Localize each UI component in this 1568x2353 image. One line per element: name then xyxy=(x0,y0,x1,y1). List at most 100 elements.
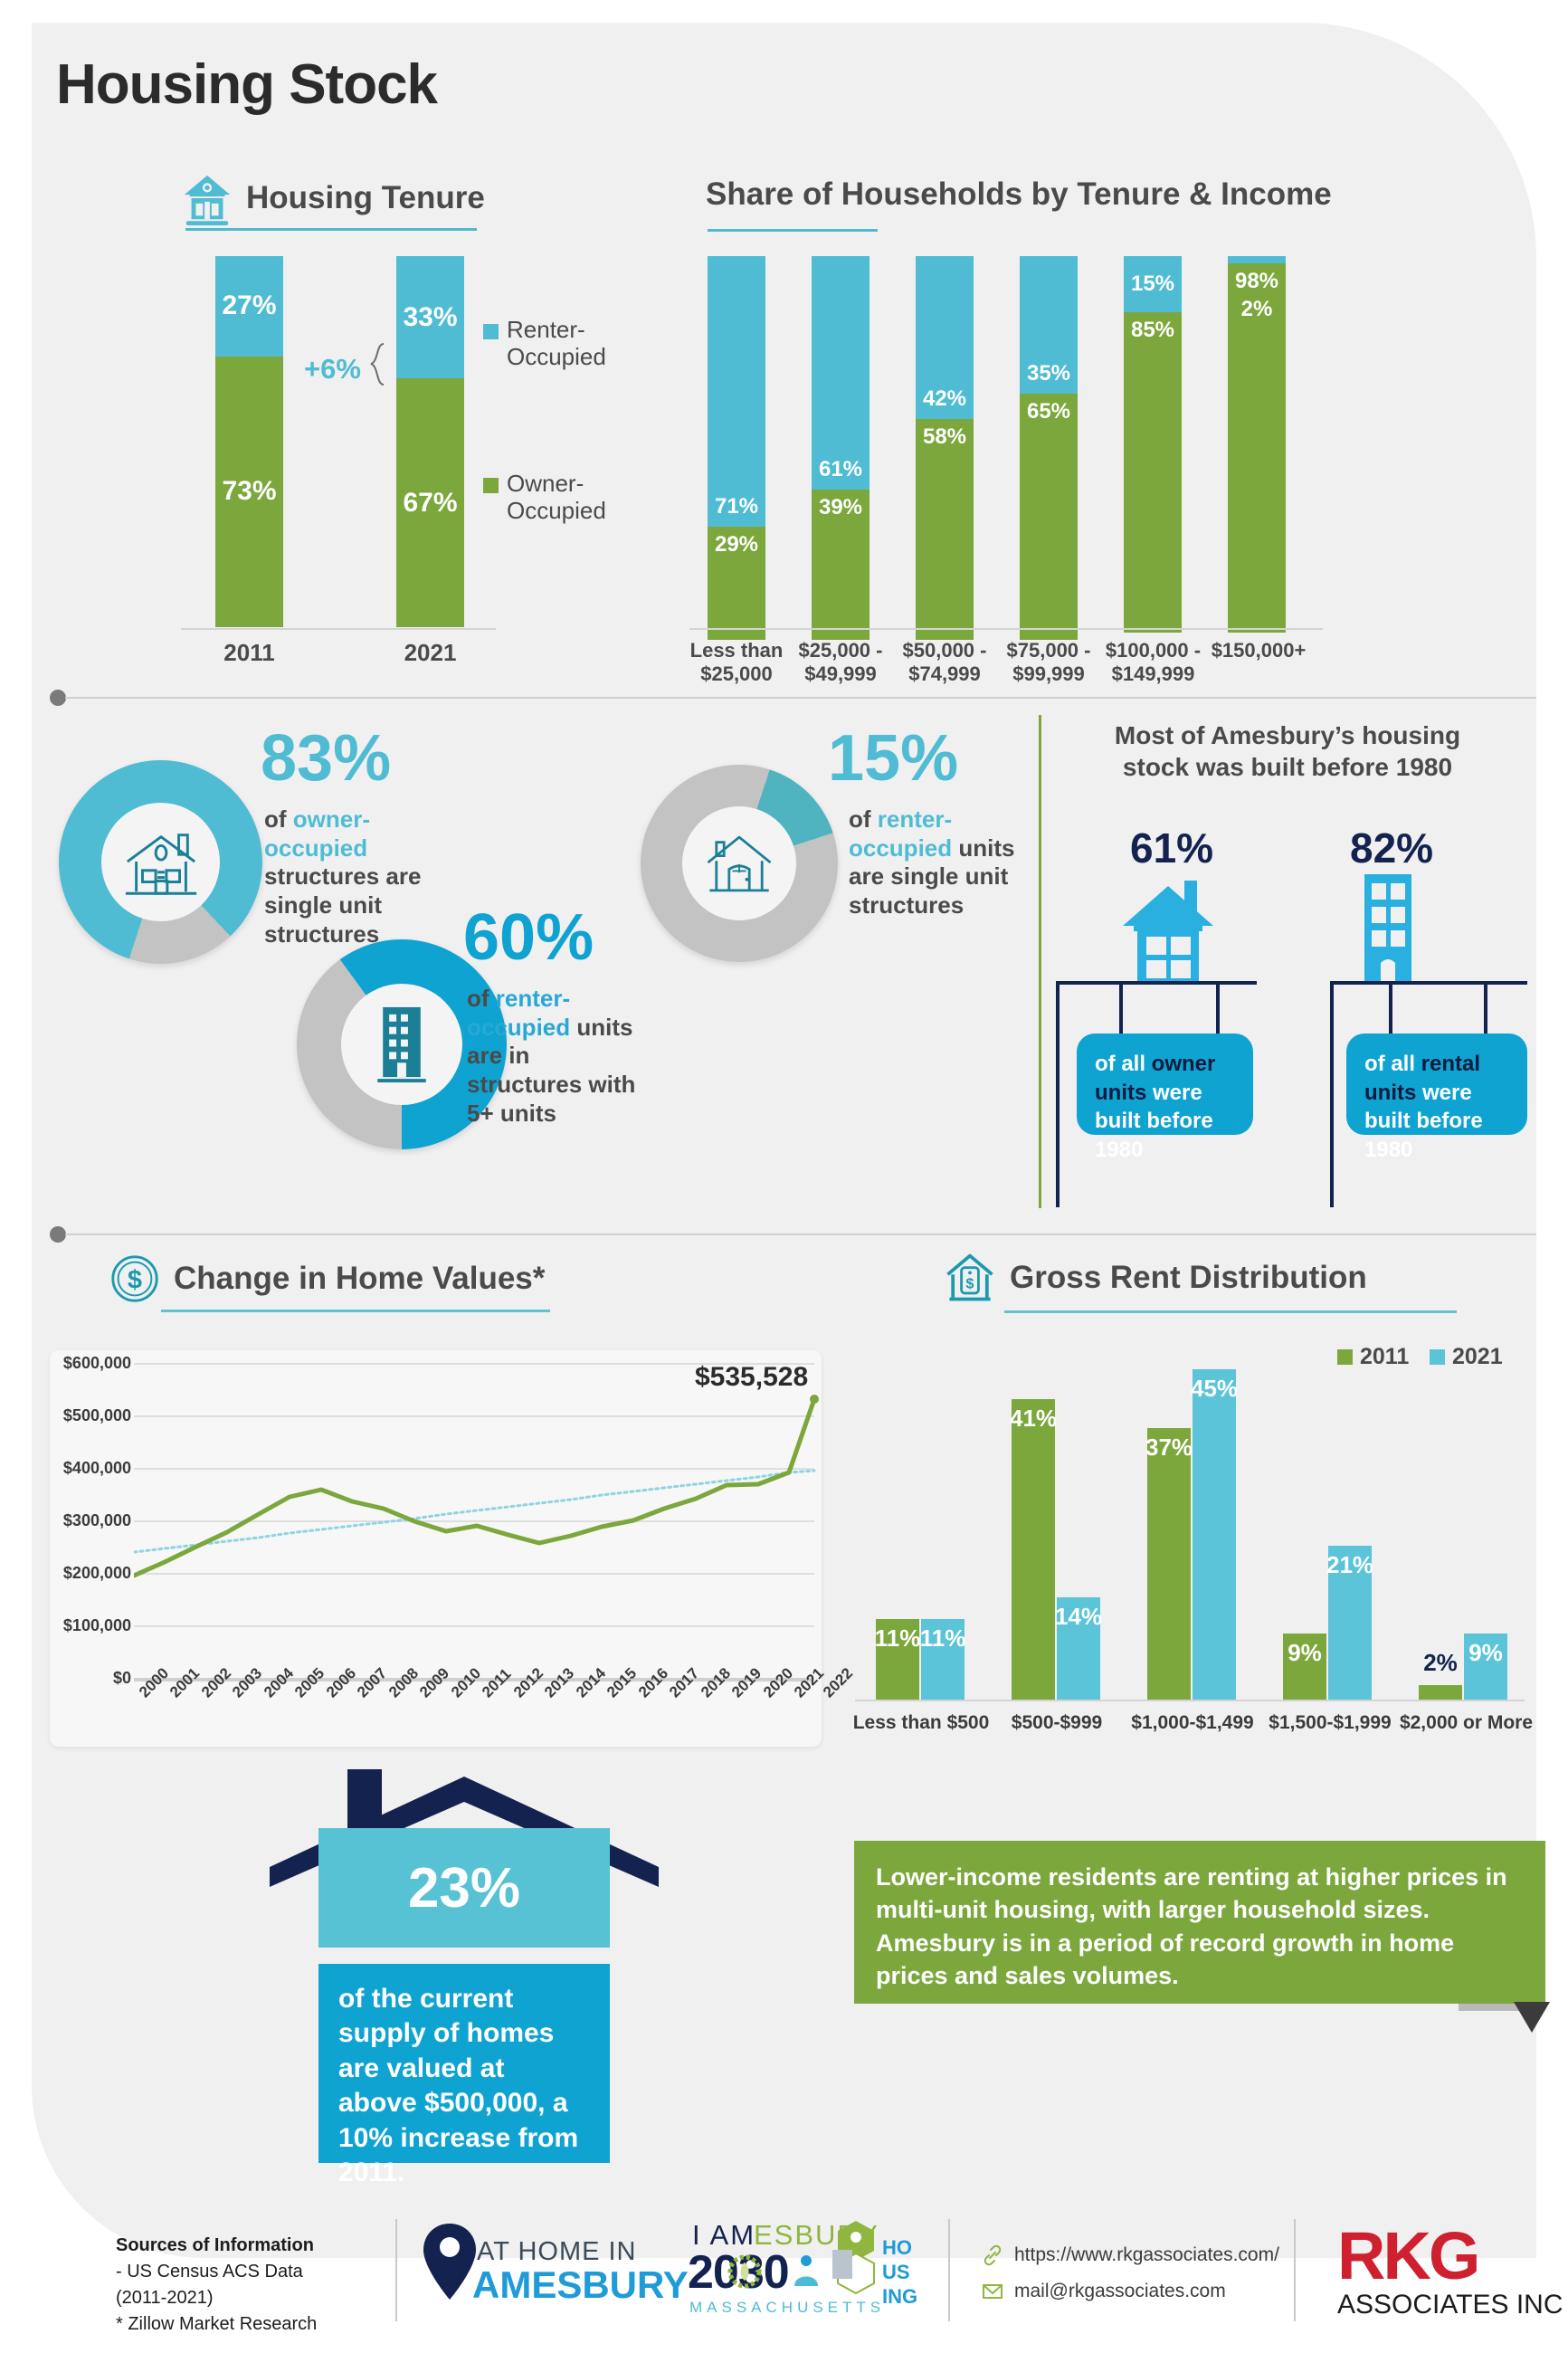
footer-website-row[interactable]: https://www.rkgassociates.com/ xyxy=(982,2244,1279,2266)
legend-label-2011: 2011 xyxy=(1360,1344,1410,1369)
income-xlabel-5: $150,000+ xyxy=(1211,639,1307,662)
rent-bar-2011-4 xyxy=(1419,1685,1462,1700)
svg-text:$: $ xyxy=(128,1266,142,1295)
ylabel-500k: $500,000 xyxy=(62,1406,131,1424)
rent-xlabel-2: $1,000-$1,499 xyxy=(1131,1712,1254,1733)
home-values-rule xyxy=(161,1310,550,1312)
house-outline-icon xyxy=(125,833,196,895)
mail-icon xyxy=(983,2284,1003,2299)
supply-callout-text: of the current supply of homes are value… xyxy=(318,1964,610,2187)
section-sep-2 xyxy=(65,1234,1536,1235)
page-title: Housing Stock xyxy=(56,53,438,116)
rent-xlabel-1: $500-$999 xyxy=(1011,1712,1103,1733)
gridline-500k xyxy=(134,1415,814,1417)
stat-renter-single-value: 15% xyxy=(828,722,959,795)
income-bar-5-owner: 98% xyxy=(1228,263,1286,633)
footer-sources-title: Sources of Information xyxy=(116,2235,314,2255)
stat-renter-multi-caption: of renter-occupied units are in structur… xyxy=(467,985,636,1127)
logo-rkg-sub: ASSOCIATES INC xyxy=(1337,2290,1563,2320)
rent-bar-2021-1-label: 14% xyxy=(1055,1597,1102,1700)
ylabel-300k: $300,000 xyxy=(62,1511,131,1529)
rent-bar-2011-2-label: 37% xyxy=(1145,1428,1193,1700)
small-house-icon xyxy=(707,835,772,892)
tenure-xlabel-2011: 2011 xyxy=(223,639,275,666)
brace-icon xyxy=(370,343,385,386)
tenure-bar-2011: 27% 73% xyxy=(215,256,283,627)
income-bar-4: 15% 85% xyxy=(1124,256,1182,633)
rent-xlabel-0: Less than $500 xyxy=(852,1712,990,1733)
logo-at-home-top: AT HOME IN xyxy=(477,2237,637,2266)
rent-bar-2011-0: 11% xyxy=(875,1619,920,1700)
donut-owner-single xyxy=(59,760,262,964)
tenure-legend-renter: Renter- Occupied xyxy=(483,316,642,371)
svg-text:$: $ xyxy=(966,1276,974,1291)
gear-leaf-icon xyxy=(727,2254,762,2289)
footer-divider-2 xyxy=(948,2219,950,2321)
income-bar-1-owner: 39% xyxy=(812,490,870,640)
built-before-value-1: 82% xyxy=(1350,824,1434,872)
bracket-stem-a-1 xyxy=(1389,981,1392,1034)
income-bar-0-owner: 29% xyxy=(708,527,765,640)
gridline-400k xyxy=(134,1468,814,1470)
tenure-axis xyxy=(181,628,496,630)
logo-rkg: RKG xyxy=(1337,2218,1480,2293)
rent-bar-2021-0: 11% xyxy=(920,1619,965,1700)
income-bar-1-renter: 61% xyxy=(812,256,870,491)
gridline-100k xyxy=(134,1625,814,1627)
logo-at-home-bottom: AMESBURY xyxy=(472,2263,689,2306)
rent-xlabel-4: $2,000 or More xyxy=(1399,1712,1534,1733)
ylabel-100k: $100,000 xyxy=(62,1616,131,1634)
gross-rent-rule xyxy=(1004,1310,1457,1313)
income-bar-4-owner: 85% xyxy=(1124,311,1182,633)
legend-swatch-renter-icon xyxy=(483,324,499,339)
home-values-title: Change in Home Values* xyxy=(174,1261,546,1296)
built-before-value-0: 61% xyxy=(1130,824,1214,872)
income-bar-2-renter: 42% xyxy=(916,256,974,420)
rent-bar-2011-4-fill xyxy=(1419,1685,1462,1700)
donut-renter-multi-hole xyxy=(341,984,462,1105)
income-bar-4-renter: 15% xyxy=(1124,256,1182,312)
rent-xlabel-3: $1,500-$1,999 xyxy=(1269,1712,1392,1733)
people-icon xyxy=(794,2255,818,2286)
logo-massachusetts: MASSACHUSETTS xyxy=(689,2299,886,2316)
income-bar-2: 42% 58% xyxy=(916,256,974,640)
stat-owner-single-value: 83% xyxy=(261,722,392,795)
donut-owner-hole xyxy=(101,803,220,921)
section-dot-1 xyxy=(50,690,66,706)
bracket-top-0 xyxy=(1056,981,1257,985)
legend-label-2021: 2021 xyxy=(1452,1344,1503,1369)
ylabel-0: $0 xyxy=(112,1669,131,1687)
income-xlabel-4: $100,000 - $149,999 xyxy=(1105,639,1202,686)
rent-bar-2021-3: 21% xyxy=(1326,1546,1373,1700)
tenure-2021-renter: 33% xyxy=(396,256,464,379)
built-before-bubble-0: of all owner units were built before 198… xyxy=(1077,1034,1253,1162)
supply-callout-value: 23% xyxy=(318,1828,610,1948)
income-bar-5-renter-label: 2% xyxy=(1240,297,1273,321)
legend-swatch-2011-icon xyxy=(1337,1349,1353,1365)
logo-housing-3: ING xyxy=(882,2285,918,2308)
income-bar-5-renter xyxy=(1228,256,1286,264)
bracket-stem-a-0 xyxy=(1119,981,1123,1034)
gross-rent-legend-2021: 2021 xyxy=(1430,1344,1503,1370)
rent-bar-2011-4-label: 2% xyxy=(1423,1649,1458,1676)
tenure-2021-owner: 67% xyxy=(396,378,464,627)
rent-bar-2021-4-label: 9% xyxy=(1464,1634,1507,1700)
income-rule xyxy=(708,229,878,232)
income-bar-0-renter: 71% xyxy=(708,256,765,528)
rent-bar-2011-3-label: 9% xyxy=(1283,1634,1326,1700)
legend-swatch-2021-icon xyxy=(1430,1349,1445,1365)
logo-2030: 2030 xyxy=(688,2246,790,2299)
ylabel-400k: $400,000 xyxy=(62,1459,131,1477)
footer-sources: Sources of Information - US Census ACS D… xyxy=(116,2233,342,2338)
income-axis xyxy=(689,628,1323,630)
footer-email[interactable]: mail@rkgassociates.com xyxy=(1014,2281,1226,2301)
bracket-stem-b-1 xyxy=(1484,981,1487,1034)
footer-website[interactable]: https://www.rkgassociates.com/ xyxy=(1014,2244,1279,2265)
gross-rent-header: $ Gross Rent Distribution xyxy=(941,1249,1367,1307)
footer-email-row[interactable]: mail@rkgassociates.com xyxy=(982,2281,1226,2302)
rent-bar-2021-2: 45% xyxy=(1191,1369,1238,1700)
gridline-300k xyxy=(134,1520,814,1522)
bracket-left-0 xyxy=(1056,981,1060,1207)
tenure-delta-label: +6% xyxy=(304,353,361,385)
bracket-stem-b-0 xyxy=(1216,981,1220,1034)
